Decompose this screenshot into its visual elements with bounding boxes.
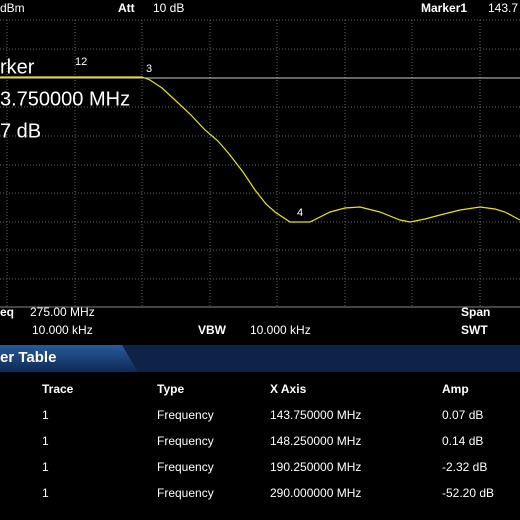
marker-tag: 12 bbox=[75, 56, 87, 68]
vbw-value: 10.000 kHz bbox=[250, 323, 311, 337]
table-tab bbox=[0, 345, 138, 372]
center-label: eq bbox=[0, 305, 14, 319]
span-label: Span bbox=[461, 305, 490, 319]
table-title: er Table bbox=[0, 349, 56, 366]
trace bbox=[0, 76, 520, 223]
readout-title: rker bbox=[0, 56, 35, 78]
table-cell: 290.000000 MHz bbox=[270, 486, 361, 500]
table-cell: Frequency bbox=[157, 408, 214, 422]
att-value: 10 dB bbox=[153, 1, 184, 15]
readout-frequency: 3.750000 MHz bbox=[0, 88, 130, 110]
table-cell: 148.250000 MHz bbox=[270, 434, 361, 448]
table-header: Type bbox=[157, 382, 184, 396]
table-cell: 0.14 dB bbox=[442, 434, 483, 448]
marker-value: 143.7 bbox=[488, 1, 518, 15]
table-cell: Frequency bbox=[157, 434, 214, 448]
table-cell: 1 bbox=[42, 408, 49, 422]
att-label: Att bbox=[118, 1, 135, 15]
rbw-value: 10.000 kHz bbox=[32, 323, 93, 337]
table-header: Amp bbox=[442, 382, 469, 396]
vbw-label: VBW bbox=[198, 323, 227, 337]
table-cell: 190.250000 MHz bbox=[270, 460, 361, 474]
table-cell: 143.750000 MHz bbox=[270, 408, 361, 422]
grid bbox=[0, 19, 520, 308]
table-cell: Frequency bbox=[157, 460, 214, 474]
table-cell: 1 bbox=[42, 460, 49, 474]
table-cell: -2.32 dB bbox=[442, 460, 487, 474]
table-cell: 1 bbox=[42, 486, 49, 500]
table-cell: -52.20 dB bbox=[442, 486, 494, 500]
swt-label: SWT bbox=[461, 323, 488, 337]
ref-unit: dBm bbox=[0, 1, 25, 15]
marker-label: Marker1 bbox=[421, 1, 467, 15]
table-cell: Frequency bbox=[157, 486, 214, 500]
table-cell: 1 bbox=[42, 434, 49, 448]
marker-tag: 3 bbox=[146, 63, 152, 75]
marker-table: Trace Type X Axis Amp 1 Frequency 143.750000 M… bbox=[42, 382, 494, 500]
table-cell: 0.07 dB bbox=[442, 408, 483, 422]
readout-amplitude: 7 dB bbox=[0, 120, 41, 142]
table-header: Trace bbox=[42, 382, 74, 396]
center-value: 275.00 MHz bbox=[30, 305, 95, 319]
table-header: X Axis bbox=[270, 382, 307, 396]
marker-tag: 4 bbox=[297, 207, 303, 219]
